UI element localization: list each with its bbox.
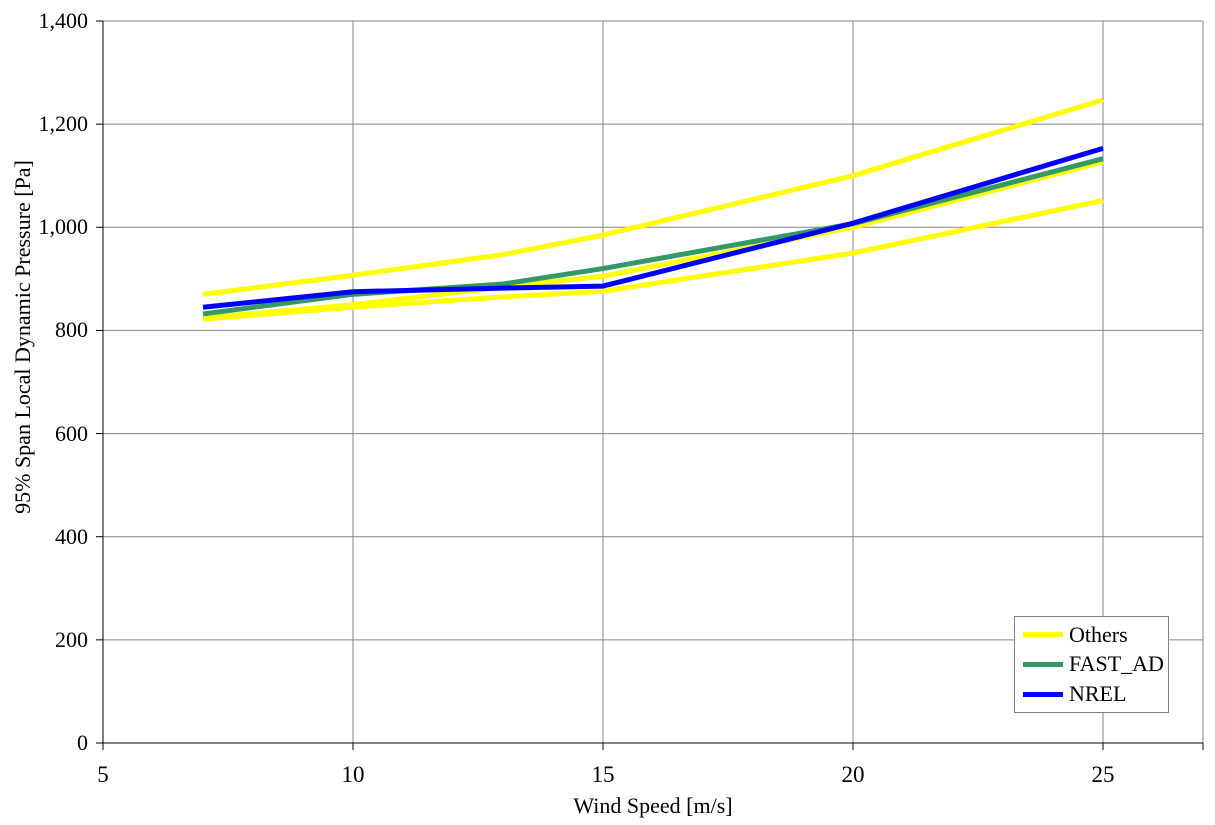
x-axis-title: Wind Speed [m/s] <box>573 793 733 818</box>
x-tick-label: 10 <box>341 762 365 787</box>
series-line-fast_ad <box>202 156 1104 317</box>
legend-swatch <box>1023 691 1063 697</box>
legend-item: Others <box>1015 621 1168 649</box>
x-tick-label: 15 <box>591 762 615 787</box>
series-line-others <box>202 97 1104 297</box>
x-tick-label: 20 <box>841 762 865 787</box>
series-line-nrel <box>202 145 1104 310</box>
x-tick-label: 25 <box>1091 762 1115 787</box>
legend-label: FAST_AD <box>1069 651 1164 677</box>
legend-item: NREL <box>1015 680 1168 708</box>
legend-item: FAST_AD <box>1015 650 1168 678</box>
y-axis-title: 95% Span Local Dynamic Pressure [Pa] <box>10 160 35 514</box>
legend-swatch <box>1023 632 1063 638</box>
legend-swatch <box>1023 661 1063 667</box>
series-line-others <box>202 198 1104 322</box>
legend-label: Others <box>1069 621 1128 647</box>
y-tick-label: 1,400 <box>38 8 89 33</box>
x-tick-label: 5 <box>97 762 109 787</box>
plot-area <box>96 20 1204 750</box>
y-tick-label: 200 <box>55 626 88 652</box>
legend: Others FAST_AD NREL <box>1014 616 1169 713</box>
legend-label: NREL <box>1069 681 1127 707</box>
y-tick-label: 0 <box>77 730 88 755</box>
